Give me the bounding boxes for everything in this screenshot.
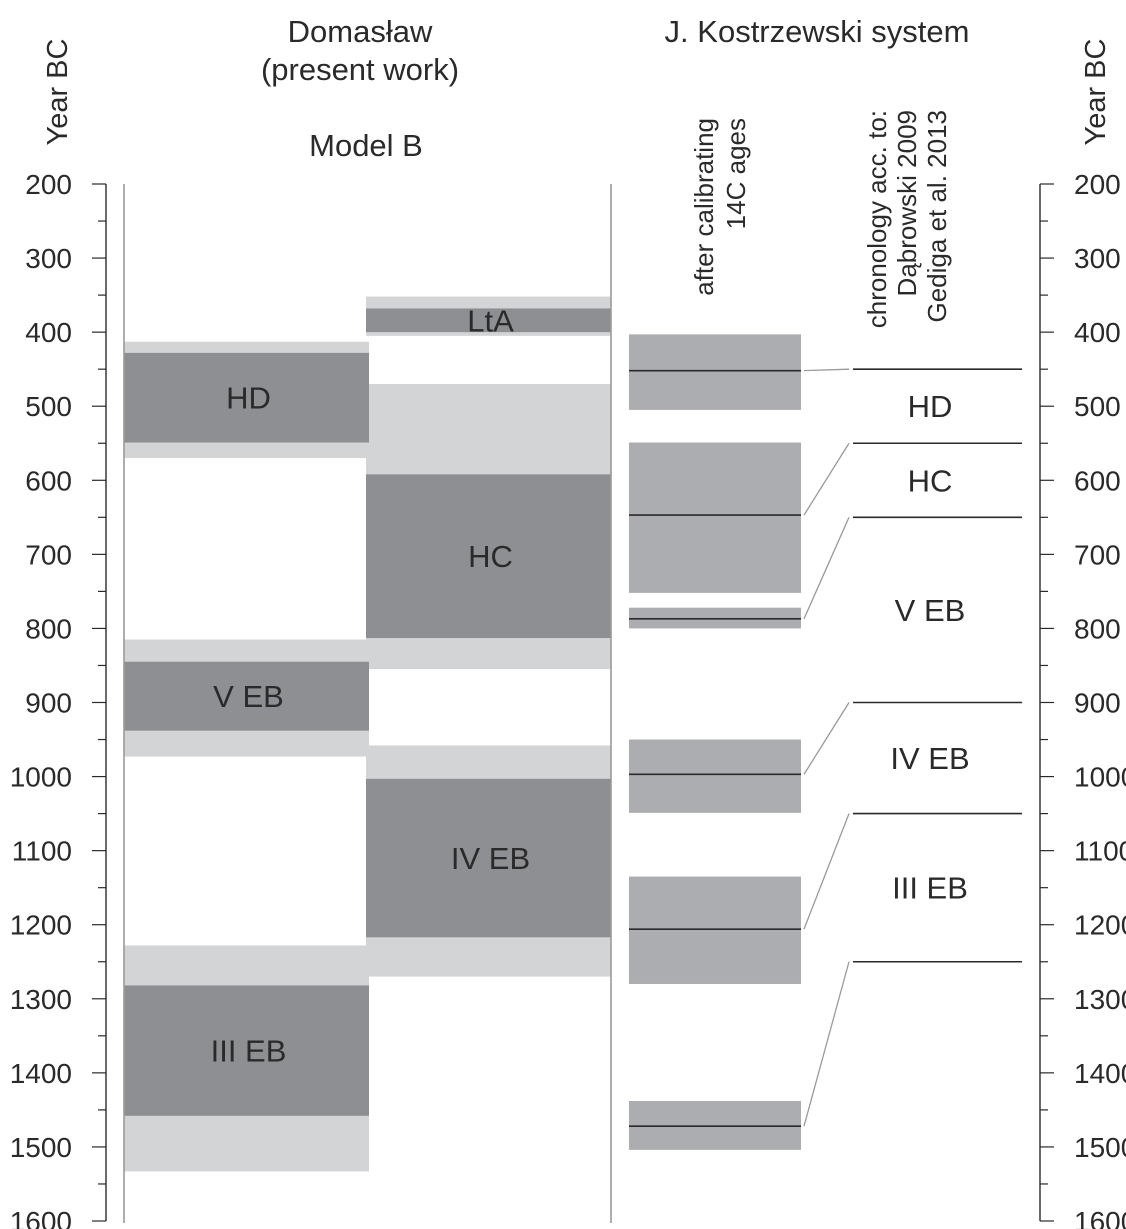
right-axis-title: Year BC: [1080, 39, 1112, 146]
left-tick-label: 400: [25, 317, 72, 348]
right-tick-label: 700: [1074, 539, 1121, 570]
right-tick-label: 1300: [1074, 984, 1126, 1015]
right-tick-label: 1100: [1074, 836, 1126, 867]
left-tick-label: 1500: [10, 1132, 72, 1163]
left-tick-label: 1600: [10, 1206, 72, 1229]
left-tick-label: 500: [25, 391, 72, 422]
left-tick-label: 900: [25, 688, 72, 719]
calibrated-range: [629, 442, 801, 593]
connector-line: [803, 368, 850, 372]
calibrated-range: [629, 876, 801, 984]
left-tick-label: 600: [25, 465, 72, 496]
right-tick-label: 400: [1074, 317, 1121, 348]
model-label: Model B: [309, 128, 423, 163]
left-tick-label: 1400: [10, 1058, 72, 1089]
connector-line: [803, 961, 850, 1127]
chronology-period-label: HC: [908, 463, 953, 498]
chronology-period-label: IV EB: [890, 741, 969, 776]
right-tick-label: 1200: [1074, 910, 1126, 941]
left-tick-label: 1200: [10, 910, 72, 941]
right-tick-label: 1400: [1074, 1058, 1126, 1089]
model-period-label: LtA: [467, 303, 514, 338]
domaslaw-title: Domasław: [288, 14, 433, 49]
model-period-label: V EB: [213, 679, 284, 714]
connector-line: [803, 442, 850, 516]
calibrated-range: [629, 739, 801, 813]
calibrated-column-title-line1: after calibrating: [689, 118, 719, 296]
model-period-label: IV EB: [451, 841, 530, 876]
connector-line: [803, 813, 850, 930]
connector-line: [803, 517, 850, 620]
model-period-label: III EB: [211, 1034, 287, 1069]
right-tick-label: 800: [1074, 613, 1121, 644]
connector-line: [803, 702, 850, 775]
left-tick-label: 1100: [12, 836, 72, 867]
chronology-column-title-line3: Gediga et al. 2013: [922, 110, 952, 323]
left-tick-label: 200: [25, 169, 72, 200]
left-tick-label: 1000: [10, 762, 72, 793]
model-period-label: HD: [226, 381, 271, 416]
right-tick-label: 1600: [1074, 1206, 1126, 1229]
right-tick-label: 1500: [1074, 1132, 1126, 1163]
model-band-inner: [366, 778, 611, 938]
left-tick-label: 700: [25, 539, 72, 570]
chronology-period-label: V EB: [895, 593, 966, 628]
model-band-inner: [124, 352, 369, 443]
model-band-inner: [366, 308, 611, 333]
kostrzewski-title: J. Kostrzewski system: [665, 14, 970, 49]
chronology-period-label: HD: [908, 389, 953, 424]
model-band-inner: [366, 474, 611, 639]
calibrated-range: [629, 334, 801, 410]
chronology-column-title-line2: Dąbrowski 2009: [892, 110, 922, 296]
right-tick-label: 200: [1074, 169, 1121, 200]
right-tick-label: 600: [1074, 465, 1121, 496]
domaslaw-subtitle: (present work): [261, 52, 459, 87]
left-tick-label: 1300: [10, 984, 72, 1015]
model-band-inner: [124, 661, 369, 731]
left-axis-title: Year BC: [42, 39, 74, 146]
model-band-inner: [124, 985, 369, 1116]
model-period-label: HC: [468, 539, 513, 574]
chronology-column-title-line1: chronology acc. to:: [862, 110, 892, 328]
right-tick-label: 900: [1074, 688, 1121, 719]
calibrated-column-title-line2: 14C ages: [721, 118, 751, 229]
chronology-period-label: III EB: [892, 871, 968, 906]
right-tick-label: 1000: [1074, 762, 1126, 793]
left-tick-label: 800: [25, 613, 72, 644]
right-tick-label: 300: [1074, 243, 1121, 274]
left-tick-label: 300: [25, 243, 72, 274]
right-tick-label: 500: [1074, 391, 1121, 422]
